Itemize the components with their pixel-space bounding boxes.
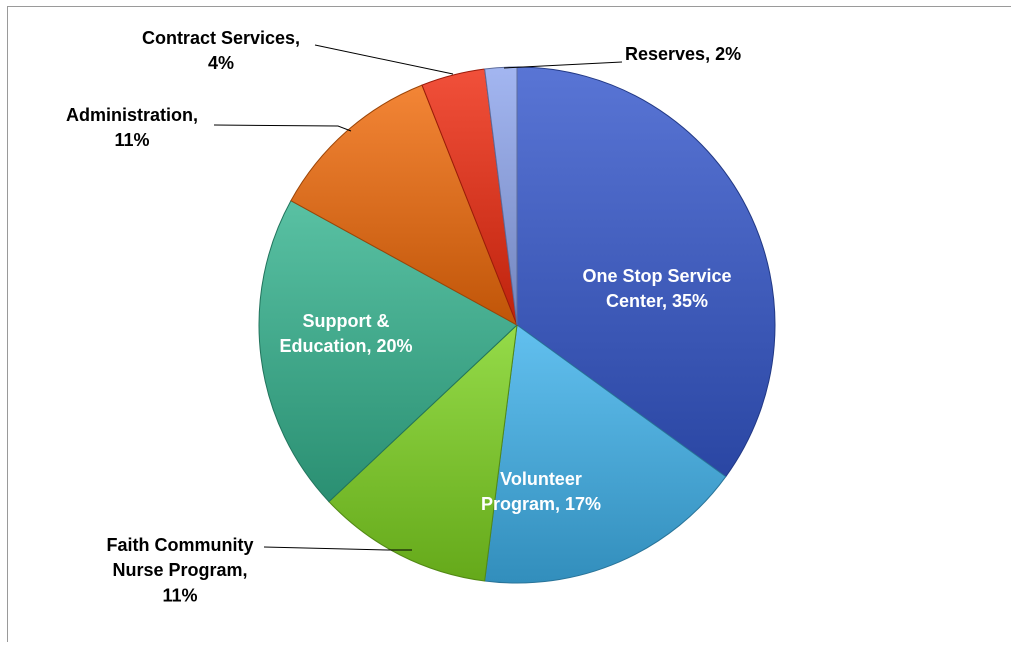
data-label-line: Program, 17% bbox=[481, 494, 601, 514]
chart-area: One Stop Service Center, 35% Volunteer Prog… bbox=[7, 6, 1011, 642]
data-label-line: 4% bbox=[208, 53, 234, 73]
data-label-line: Nurse Program, bbox=[112, 560, 247, 580]
data-label-line: Center, 35% bbox=[606, 291, 708, 311]
data-label-support-and-education: Support & Education, 20% bbox=[279, 311, 412, 356]
pie-slice-faith-community-nurse-program bbox=[328, 323, 518, 582]
data-label-administration: Administration, 11% bbox=[66, 105, 198, 150]
data-label-contract-services: Contract Services, 4% bbox=[142, 28, 300, 73]
data-label-line: Reserves, 2% bbox=[625, 44, 741, 64]
leader-line-administration bbox=[213, 124, 352, 132]
pie-slices bbox=[258, 66, 776, 584]
data-label-one-stop-service-center: One Stop Service Center, 35% bbox=[582, 266, 731, 311]
data-label-line: Contract Services, bbox=[142, 28, 300, 48]
data-labels: One Stop Service Center, 35% Volunteer Prog… bbox=[66, 28, 741, 605]
pie-slice-support-and-education bbox=[258, 200, 518, 503]
data-label-line: Volunteer bbox=[500, 469, 582, 489]
leader-line-reserves bbox=[503, 61, 623, 69]
data-label-line: Education, 20% bbox=[279, 336, 412, 356]
data-label-line: Support & bbox=[303, 311, 390, 331]
leader-line-faith-community-nurse-program bbox=[263, 546, 412, 551]
data-label-reserves: Reserves, 2% bbox=[625, 44, 741, 64]
data-label-line: One Stop Service bbox=[582, 266, 731, 286]
leader-line-contract-services bbox=[314, 44, 454, 75]
data-label-volunteer-program: Volunteer Program, 17% bbox=[481, 469, 601, 514]
pie-slice-administration bbox=[290, 84, 518, 327]
data-label-line: 11% bbox=[114, 130, 149, 150]
data-label-line: Faith Community bbox=[107, 535, 254, 555]
data-label-line: 11% bbox=[162, 585, 197, 605]
leader-lines bbox=[213, 44, 623, 551]
data-label-faith-community-nurse-program: Faith Community Nurse Program, 11% bbox=[107, 535, 254, 605]
data-label-line: Administration, bbox=[66, 105, 198, 125]
pie-chart: One Stop Service Center, 35% Volunteer Prog… bbox=[66, 28, 776, 605]
pie-slice-volunteer-program bbox=[484, 324, 727, 584]
pie-slice-one-stop-service-center bbox=[516, 66, 776, 478]
